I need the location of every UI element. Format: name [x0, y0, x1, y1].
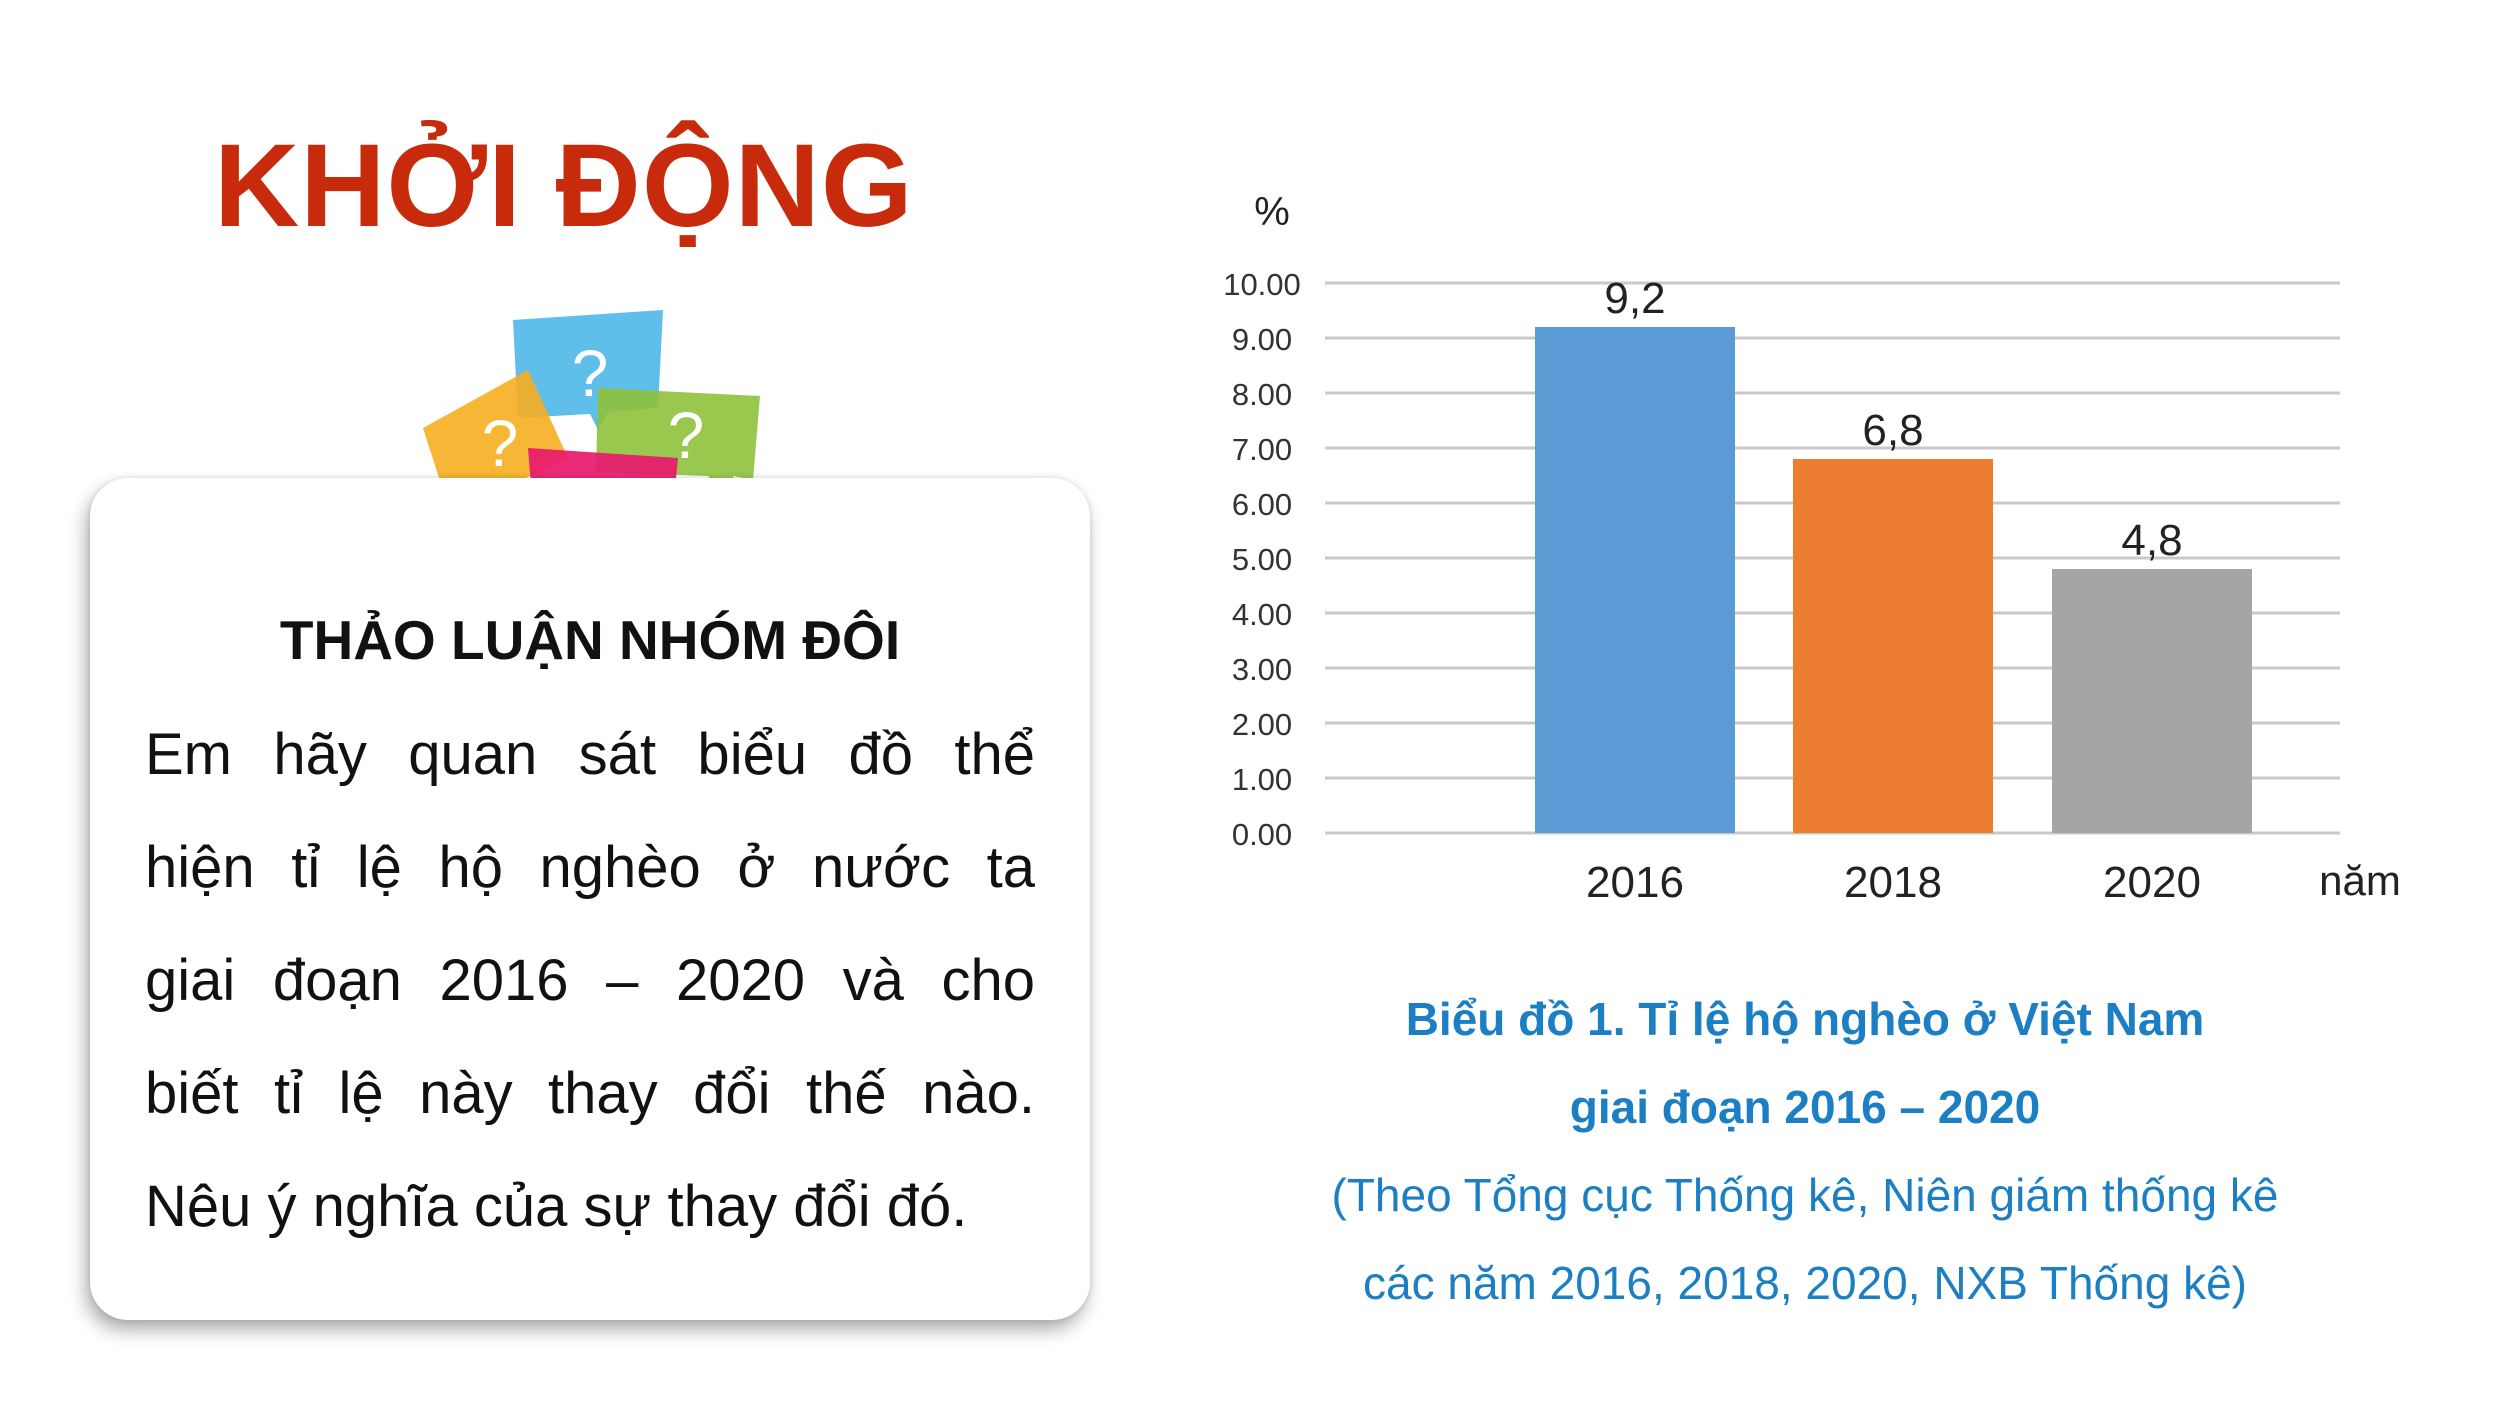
bar-value-label: 4,8	[2121, 516, 2182, 565]
y-tick-label: 10.00	[1223, 267, 1301, 302]
prompt-line: biết tỉ lệ này thay đổi thế nào.	[145, 1061, 1035, 1126]
prompt-line: Nêu ý nghĩa của sự thay đổi đó.	[145, 1174, 968, 1239]
bar-value-label: 6,8	[1862, 406, 1923, 455]
question-mark-3: ?	[668, 398, 705, 472]
y-tick-label: 8.00	[1232, 377, 1292, 412]
prompt-line: Em hãy quan sát biểu đồ thể	[145, 722, 1035, 787]
y-tick-label: 7.00	[1232, 432, 1292, 467]
prompt-line: hiện tỉ lệ hộ nghèo ở nước ta	[145, 835, 1035, 900]
bar	[1793, 459, 1993, 833]
slide-title: KHỞI ĐỘNG	[214, 120, 914, 252]
x-tick-label: 2020	[2103, 858, 2201, 907]
question-mark-2: ?	[482, 406, 519, 480]
y-tick-label: 3.00	[1232, 652, 1292, 687]
bar	[2052, 569, 2252, 833]
y-tick-label: 0.00	[1232, 817, 1292, 852]
chart-caption: Biểu đồ 1. Tỉ lệ hộ nghèo ở Việt Nam gia…	[1240, 975, 2370, 1327]
y-tick-label: 6.00	[1232, 487, 1292, 522]
caption-source-line-1: (Theo Tổng cục Thống kê, Niên giám thống…	[1331, 1169, 2279, 1221]
poverty-rate-bar-chart: 0.00 1.00 2.00 3.00 4.00 5.00 6.00 7.00 8.00 9.00…	[1223, 190, 2401, 907]
x-tick-label: 2018	[1844, 858, 1942, 907]
prompt-line: giai đoạn 2016 – 2020 và cho	[145, 948, 1035, 1013]
caption-title-line-2: giai đoạn 2016 – 2020	[1569, 1081, 2041, 1133]
bar	[1535, 327, 1735, 833]
caption-source-line-2: các năm 2016, 2018, 2020, NXB Thống kê)	[1363, 1257, 2247, 1309]
discussion-card: THẢO LUẬN NHÓM ĐÔI Em hãy quan sát biểu …	[90, 478, 1090, 1320]
x-tick-label: 2016	[1586, 858, 1684, 907]
question-mark-1: ?	[572, 336, 609, 410]
card-heading: THẢO LUẬN NHÓM ĐÔI	[279, 609, 901, 671]
y-tick-label: 5.00	[1232, 542, 1292, 577]
caption-title-line-1: Biểu đồ 1. Tỉ lệ hộ nghèo ở Việt Nam	[1405, 993, 2205, 1045]
y-axis-label: %	[1254, 190, 1290, 234]
x-axis-label: năm	[2319, 857, 2401, 904]
y-tick-label: 2.00	[1232, 707, 1292, 742]
bar-value-label: 9,2	[1604, 274, 1665, 323]
y-tick-label: 9.00	[1232, 322, 1292, 357]
y-tick-label: 1.00	[1232, 762, 1292, 797]
y-tick-label: 4.00	[1232, 597, 1292, 632]
card-prompt: Em hãy quan sát biểu đồ thể hiện tỉ lệ h…	[145, 698, 1035, 1263]
